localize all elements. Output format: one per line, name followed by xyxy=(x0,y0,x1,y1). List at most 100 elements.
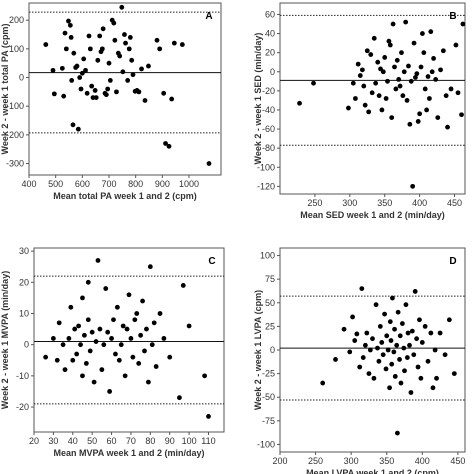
data-point xyxy=(387,42,393,48)
data-point xyxy=(380,69,386,75)
data-point xyxy=(105,86,111,92)
data-point xyxy=(371,375,377,381)
data-point xyxy=(435,115,441,120)
data-point xyxy=(359,67,365,73)
data-point xyxy=(43,42,49,47)
data-point xyxy=(157,311,163,316)
data-point xyxy=(125,78,131,83)
data-point xyxy=(421,50,427,56)
data-point xyxy=(414,336,420,342)
data-point xyxy=(77,75,83,80)
data-point xyxy=(425,74,431,79)
data-point xyxy=(69,78,75,83)
x-tick-label: 200 xyxy=(272,456,287,466)
data-point xyxy=(70,122,76,128)
panel-label: B xyxy=(449,11,456,22)
data-point xyxy=(93,339,99,344)
data-point xyxy=(311,80,316,86)
data-point xyxy=(82,332,87,338)
data-point xyxy=(97,33,103,39)
data-point xyxy=(97,326,103,332)
y-tick-label: -20 xyxy=(262,86,275,96)
x-tick-label: 20 xyxy=(29,436,39,446)
data-point xyxy=(370,336,375,342)
panel-label: A xyxy=(205,11,212,22)
data-point xyxy=(371,35,377,41)
data-point xyxy=(126,46,132,52)
data-point xyxy=(387,319,393,325)
data-point xyxy=(408,78,414,84)
data-point xyxy=(385,347,391,353)
data-point xyxy=(138,332,144,338)
y-tick-label: -300 xyxy=(6,159,24,169)
data-point xyxy=(85,317,91,323)
data-point xyxy=(78,86,84,92)
data-point xyxy=(366,109,372,115)
data-point xyxy=(422,86,428,92)
data-point xyxy=(440,48,446,54)
x-tick-label: 60 xyxy=(107,436,117,446)
data-point xyxy=(360,355,366,360)
x-tick-label: 450 xyxy=(447,198,462,208)
data-point xyxy=(297,100,302,106)
y-tick-label: 60 xyxy=(265,9,275,19)
data-point xyxy=(394,57,400,63)
data-point xyxy=(407,121,413,127)
data-point xyxy=(359,286,365,292)
data-point xyxy=(111,317,116,323)
data-point xyxy=(63,46,69,52)
data-point xyxy=(373,302,379,308)
y-tick-label: 10 xyxy=(19,308,29,318)
data-point xyxy=(417,317,422,323)
x-axis-title: Mean SED week 1 and 2 (min/day) xyxy=(300,210,445,220)
data-point xyxy=(376,358,382,364)
data-point xyxy=(206,414,211,419)
data-point xyxy=(180,283,186,288)
data-point xyxy=(354,331,360,337)
x-tick-label: 1000 xyxy=(179,179,199,189)
data-point xyxy=(368,52,374,57)
x-axis-title: Mean MVPA week 1 and 2 (min/day) xyxy=(53,448,204,458)
data-point xyxy=(350,314,355,320)
data-point xyxy=(333,357,338,362)
data-point xyxy=(357,364,363,370)
data-point xyxy=(151,320,157,326)
data-point xyxy=(107,78,113,83)
data-point xyxy=(409,328,415,334)
data-point xyxy=(127,35,133,40)
data-point xyxy=(79,70,85,76)
data-point xyxy=(142,98,148,103)
data-point xyxy=(352,96,358,101)
data-point xyxy=(387,385,392,391)
data-point xyxy=(396,77,402,82)
data-point xyxy=(166,143,172,149)
data-point xyxy=(418,375,424,381)
y-tick-label: -25 xyxy=(262,369,275,379)
y-axis-title: Week 2 - week 1 LVPA (cpm) xyxy=(253,290,263,410)
x-tick-label: 90 xyxy=(165,436,175,446)
data-point xyxy=(83,360,89,366)
plot-frame xyxy=(28,2,222,176)
y-tick-label: 100 xyxy=(260,251,275,261)
data-point xyxy=(83,67,88,73)
data-point xyxy=(389,115,395,120)
data-point xyxy=(394,342,400,348)
data-point xyxy=(397,83,403,89)
data-point xyxy=(418,64,424,70)
data-point xyxy=(95,57,101,63)
data-point xyxy=(407,342,412,348)
data-point xyxy=(320,380,326,386)
data-point xyxy=(401,345,407,351)
data-point xyxy=(392,326,397,332)
y-axis-title: Week 2 - week 1 MVPA (min/day) xyxy=(0,271,10,409)
data-point xyxy=(56,320,62,326)
data-point xyxy=(385,78,390,84)
data-point xyxy=(186,323,192,329)
data-point xyxy=(95,258,101,263)
data-point xyxy=(377,323,383,329)
y-tick-label: 50 xyxy=(265,298,275,308)
data-point xyxy=(120,69,126,75)
data-point xyxy=(86,33,92,39)
data-point xyxy=(70,357,76,363)
